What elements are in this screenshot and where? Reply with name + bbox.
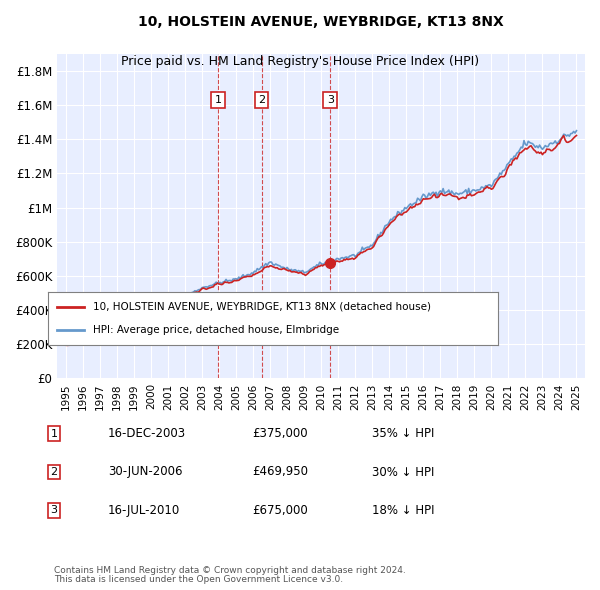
Text: 10, HOLSTEIN AVENUE, WEYBRIDGE, KT13 8NX (detached house): 10, HOLSTEIN AVENUE, WEYBRIDGE, KT13 8NX…	[93, 302, 431, 312]
Text: Contains HM Land Registry data © Crown copyright and database right 2024.: Contains HM Land Registry data © Crown c…	[54, 566, 406, 575]
Text: HPI: Average price, detached house, Elmbridge: HPI: Average price, detached house, Elmb…	[93, 325, 339, 335]
Text: 3: 3	[50, 506, 58, 515]
Text: 1: 1	[50, 429, 58, 438]
Text: 2: 2	[258, 95, 265, 105]
Text: This data is licensed under the Open Government Licence v3.0.: This data is licensed under the Open Gov…	[54, 575, 343, 584]
Text: Price paid vs. HM Land Registry's House Price Index (HPI): Price paid vs. HM Land Registry's House …	[121, 55, 479, 68]
Title: 10, HOLSTEIN AVENUE, WEYBRIDGE, KT13 8NX: 10, HOLSTEIN AVENUE, WEYBRIDGE, KT13 8NX	[138, 15, 504, 29]
Text: 35% ↓ HPI: 35% ↓ HPI	[372, 427, 434, 440]
Text: 16-DEC-2003: 16-DEC-2003	[108, 427, 186, 440]
Text: £675,000: £675,000	[252, 504, 308, 517]
Text: 3: 3	[327, 95, 334, 105]
Text: 2: 2	[50, 467, 58, 477]
Text: 18% ↓ HPI: 18% ↓ HPI	[372, 504, 434, 517]
Text: £375,000: £375,000	[252, 427, 308, 440]
Text: 16-JUL-2010: 16-JUL-2010	[108, 504, 180, 517]
Text: 30-JUN-2006: 30-JUN-2006	[108, 466, 182, 478]
Text: 30% ↓ HPI: 30% ↓ HPI	[372, 466, 434, 478]
Text: 1: 1	[215, 95, 222, 105]
Text: £469,950: £469,950	[252, 466, 308, 478]
